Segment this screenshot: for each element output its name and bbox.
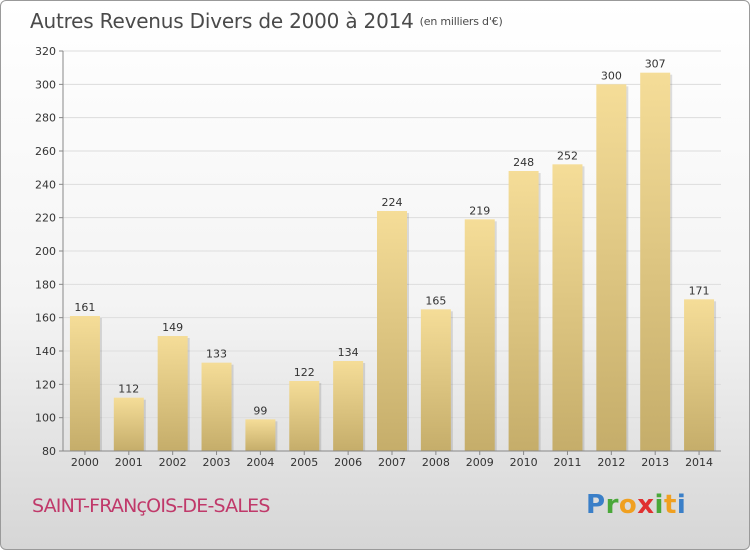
x-tick-label: 2009	[466, 456, 494, 469]
data-label: 149	[162, 321, 183, 334]
chart-title-text: Autres Revenus Divers de 2000 à 2014	[30, 9, 414, 33]
logo-letter: i	[676, 490, 687, 520]
chart-subtitle: (en milliers d'€)	[419, 15, 503, 28]
proxiti-logo[interactable]: Proxiti	[586, 490, 686, 520]
data-labels: 161 112 149 133 99 122 134 224 165 219 248 252 300 30…	[74, 58, 709, 418]
data-label: 252	[557, 149, 578, 162]
bar	[113, 397, 144, 451]
logo-letter: t	[663, 490, 677, 520]
bar	[464, 219, 495, 451]
data-label: 165	[425, 294, 446, 307]
data-label: 248	[513, 156, 534, 169]
logo-letter: x	[637, 490, 655, 520]
x-tick-label: 2014	[685, 456, 713, 469]
y-tick-label: 80	[42, 445, 56, 458]
y-tick-label: 240	[35, 178, 56, 191]
y-tick-label: 100	[35, 412, 56, 425]
data-label: 133	[206, 348, 227, 361]
y-tick-label: 320	[35, 45, 56, 58]
bar	[508, 171, 539, 451]
x-tick-label: 2011	[553, 456, 581, 469]
data-label: 122	[294, 366, 315, 379]
bar	[552, 164, 583, 452]
data-label: 99	[253, 404, 267, 417]
y-tick-label: 160	[35, 312, 56, 325]
x-tick-label: 2004	[246, 456, 274, 469]
x-tick-label: 2003	[203, 456, 231, 469]
y-tick-label: 120	[35, 378, 56, 391]
y-tick-label: 140	[35, 345, 56, 358]
bar	[157, 336, 188, 451]
bar	[596, 84, 627, 451]
x-tick-label: 2006	[334, 456, 362, 469]
bar	[201, 362, 232, 451]
bar	[69, 316, 100, 451]
x-tick-label: 2008	[422, 456, 450, 469]
y-tick-label: 280	[35, 112, 56, 125]
city-name: SAINT-FRANçOIS-DE-SALES	[32, 495, 270, 517]
x-tick-label: 2000	[71, 456, 99, 469]
data-label: 112	[118, 383, 139, 396]
y-tick-label: 180	[35, 278, 56, 291]
bar	[684, 299, 715, 451]
x-tick-label: 2001	[115, 456, 143, 469]
data-label: 300	[601, 69, 622, 82]
logo-letter: r	[605, 490, 619, 520]
y-tick-label: 200	[35, 245, 56, 258]
x-tick-label: 2010	[510, 456, 538, 469]
data-label: 171	[689, 284, 710, 297]
x-tick-label: 2007	[378, 456, 406, 469]
logo-letter: o	[618, 490, 638, 520]
y-tick-label: 260	[35, 145, 56, 158]
y-tick-label: 300	[35, 78, 56, 91]
chart-title: Autres Revenus Divers de 2000 à 2014 (en …	[30, 9, 503, 33]
data-label: 161	[74, 301, 95, 314]
bar	[245, 419, 276, 451]
data-label: 134	[338, 346, 359, 359]
bar	[289, 381, 320, 451]
x-tick-label: 2012	[597, 456, 625, 469]
axes: 80 100 120 140 160 180 200 220 240 260 280 300 320 20…	[35, 45, 721, 469]
data-label: 224	[382, 196, 403, 209]
bar	[333, 361, 364, 451]
bar	[640, 72, 671, 452]
y-tick-label: 220	[35, 212, 56, 225]
bars	[69, 72, 717, 452]
logo-letter: P	[586, 490, 606, 520]
bar	[377, 211, 407, 451]
data-label: 219	[469, 204, 490, 217]
x-tick-label: 2013	[641, 456, 669, 469]
x-tick-label: 2002	[159, 456, 187, 469]
data-label: 307	[645, 58, 666, 71]
x-tick-label: 2005	[290, 456, 318, 469]
bar	[420, 309, 451, 451]
logo-letter: i	[654, 490, 664, 520]
